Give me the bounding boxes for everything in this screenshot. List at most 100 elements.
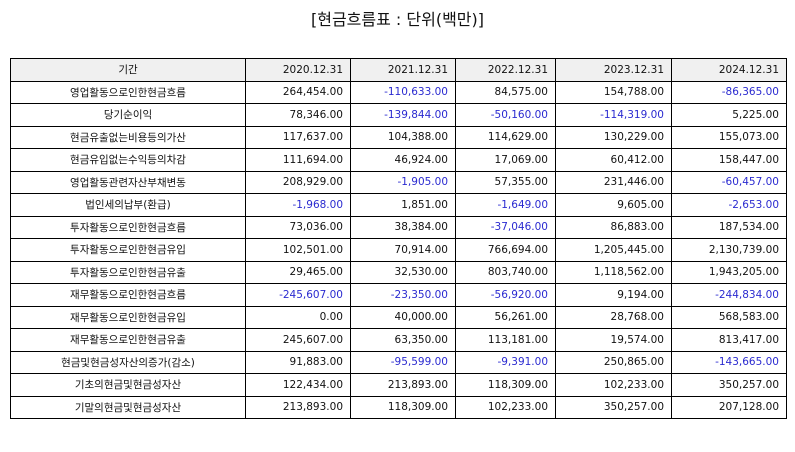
table-row: 재무활동으로인한현금흐름 -245,607.00 -23,350.00 -56,920… xyxy=(10,283,787,307)
table-cell: -143,665.00 xyxy=(671,350,787,374)
table-cell: 63,350.00 xyxy=(350,328,456,352)
table-cell: 114,629.00 xyxy=(455,125,556,149)
table-cell: 102,501.00 xyxy=(245,238,351,262)
table-cell: 213,893.00 xyxy=(245,395,351,419)
table-cell: 0.00 xyxy=(245,305,351,329)
table-cell: 78,346.00 xyxy=(245,103,351,127)
period-header: 기간 xyxy=(10,58,246,82)
table-cell: 568,583.00 xyxy=(671,305,787,329)
column-header: 2024.12.31 xyxy=(671,58,787,82)
row-label: 재무활동으로인한현금흐름 xyxy=(10,283,246,307)
table-cell: 5,225.00 xyxy=(671,103,787,127)
table-row: 현금유입없는수익등의차감 111,694.00 46,924.00 17,069.00… xyxy=(10,148,787,172)
table-row: 영업활동관련자산부채변동 208,929.00 -1,905.00 57,355.00… xyxy=(10,170,787,194)
table-cell: 766,694.00 xyxy=(455,238,556,262)
table-cell: 250,865.00 xyxy=(555,350,672,374)
table-cell: -50,160.00 xyxy=(455,103,556,127)
column-header: 2021.12.31 xyxy=(350,58,456,82)
table-cell: 56,261.00 xyxy=(455,305,556,329)
table-cell: 60,412.00 xyxy=(555,148,672,172)
table-cell: -9,391.00 xyxy=(455,350,556,374)
table-cell: 9,605.00 xyxy=(555,193,672,217)
row-label: 당기순이익 xyxy=(10,103,246,127)
row-label: 법인세의납부(환급) xyxy=(10,193,246,217)
table-cell: 113,181.00 xyxy=(455,328,556,352)
table-cell: 187,534.00 xyxy=(671,215,787,239)
table-cell: 102,233.00 xyxy=(455,395,556,419)
table-cell: -37,046.00 xyxy=(455,215,556,239)
table-row: 현금유출없는비용등의가산 117,637.00 104,388.00 114,629.… xyxy=(10,125,787,149)
table-cell: 1,851.00 xyxy=(350,193,456,217)
table-cell: -1,905.00 xyxy=(350,170,456,194)
table-cell: 158,447.00 xyxy=(671,148,787,172)
table-row: 법인세의납부(환급) -1,968.00 1,851.00 -1,649.00 9,60… xyxy=(10,193,787,217)
table-cell: 111,694.00 xyxy=(245,148,351,172)
row-label: 영업활동으로인한현금흐름 xyxy=(10,80,246,104)
table-cell: -23,350.00 xyxy=(350,283,456,307)
column-header: 2023.12.31 xyxy=(555,58,672,82)
table-cell: 91,883.00 xyxy=(245,350,351,374)
table-cell: 2,130,739.00 xyxy=(671,238,787,262)
table-cell: 813,417.00 xyxy=(671,328,787,352)
cash-flow-table: 기간 2020.12.31 2021.12.31 2022.12.31 2023… xyxy=(10,58,787,419)
table-cell: 40,000.00 xyxy=(350,305,456,329)
table-cell: 70,914.00 xyxy=(350,238,456,262)
table-cell: 19,574.00 xyxy=(555,328,672,352)
table-cell: -95,599.00 xyxy=(350,350,456,374)
table-row: 투자활동으로인한현금유출 29,465.00 32,530.00 803,740.00… xyxy=(10,260,787,284)
table-cell: -110,633.00 xyxy=(350,80,456,104)
table-cell: 1,943,205.00 xyxy=(671,260,787,284)
row-label: 기말의현금및현금성자산 xyxy=(10,395,246,419)
table-cell: 1,118,562.00 xyxy=(555,260,672,284)
table-cell: 122,434.00 xyxy=(245,373,351,397)
table-cell: 29,465.00 xyxy=(245,260,351,284)
table-cell: -139,844.00 xyxy=(350,103,456,127)
table-cell: 104,388.00 xyxy=(350,125,456,149)
table-cell: 118,309.00 xyxy=(350,395,456,419)
table-row: 당기순이익 78,346.00 -139,844.00 -50,160.00 -114,… xyxy=(10,103,787,127)
table-row: 기초의현금및현금성자산 122,434.00 213,893.00 118,309.0… xyxy=(10,373,787,397)
table-cell: 57,355.00 xyxy=(455,170,556,194)
table-cell: 155,073.00 xyxy=(671,125,787,149)
table-cell: 264,454.00 xyxy=(245,80,351,104)
table-cell: -2,653.00 xyxy=(671,193,787,217)
table-cell: 245,607.00 xyxy=(245,328,351,352)
table-cell: -1,649.00 xyxy=(455,193,556,217)
table-row: 투자활동으로인한현금유입 102,501.00 70,914.00 766,694.0… xyxy=(10,238,787,262)
table-row: 재무활동으로인한현금유출 245,607.00 63,350.00 113,181.0… xyxy=(10,328,787,352)
row-label: 기초의현금및현금성자산 xyxy=(10,373,246,397)
table-cell: 17,069.00 xyxy=(455,148,556,172)
table-cell: -1,968.00 xyxy=(245,193,351,217)
row-label: 투자활동으로인한현금유입 xyxy=(10,238,246,262)
table-cell: 84,575.00 xyxy=(455,80,556,104)
table-cell: 102,233.00 xyxy=(555,373,672,397)
table-cell: -245,607.00 xyxy=(245,283,351,307)
page-title: [현금흐름표 : 단위(백만)] xyxy=(310,10,484,29)
row-label: 투자활동으로인한현금흐름 xyxy=(10,215,246,239)
table-cell: -86,365.00 xyxy=(671,80,787,104)
table-cell: 350,257.00 xyxy=(671,373,787,397)
row-label: 현금유출없는비용등의가산 xyxy=(10,125,246,149)
table-cell: 208,929.00 xyxy=(245,170,351,194)
row-label: 현금유입없는수익등의차감 xyxy=(10,148,246,172)
header-row: 기간 2020.12.31 2021.12.31 2022.12.31 2023… xyxy=(10,58,787,82)
row-label: 재무활동으로인한현금유출 xyxy=(10,328,246,352)
table-row: 재무활동으로인한현금유입 0.00 40,000.00 56,261.00 28,768… xyxy=(10,305,787,329)
table-cell: 118,309.00 xyxy=(455,373,556,397)
table-cell: -114,319.00 xyxy=(555,103,672,127)
table-cell: 117,637.00 xyxy=(245,125,351,149)
row-label: 투자활동으로인한현금유출 xyxy=(10,260,246,284)
table-cell: 38,384.00 xyxy=(350,215,456,239)
table-cell: 350,257.00 xyxy=(555,395,672,419)
table-cell: -244,834.00 xyxy=(671,283,787,307)
table-cell: 154,788.00 xyxy=(555,80,672,104)
table-cell: 46,924.00 xyxy=(350,148,456,172)
table-row: 현금및현금성자산의증가(감소) 91,883.00 -95,599.00 -9,391… xyxy=(10,350,787,374)
row-label: 재무활동으로인한현금유입 xyxy=(10,305,246,329)
table-cell: -60,457.00 xyxy=(671,170,787,194)
row-label: 현금및현금성자산의증가(감소) xyxy=(10,350,246,374)
table-cell: 28,768.00 xyxy=(555,305,672,329)
table-cell: 213,893.00 xyxy=(350,373,456,397)
table-cell: 32,530.00 xyxy=(350,260,456,284)
table-cell: 9,194.00 xyxy=(555,283,672,307)
